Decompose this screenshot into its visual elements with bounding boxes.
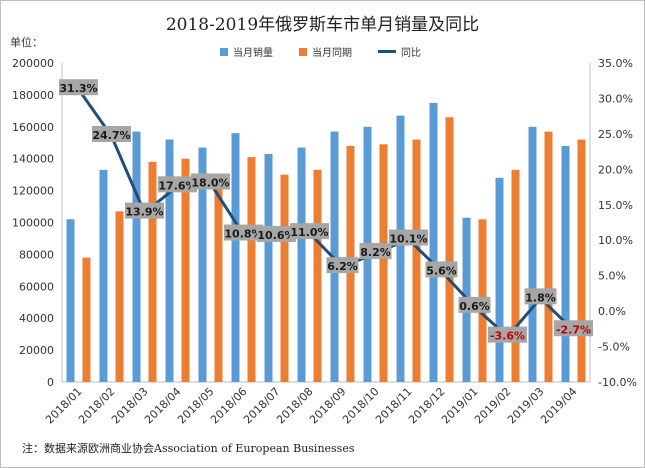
legend-item-yoy: 同比 <box>378 44 421 59</box>
chart-title: 2018-2019年俄罗斯车市单月销量及同比 <box>165 15 480 35</box>
right-axis-tick-label: 15.0% <box>598 199 633 212</box>
bar-monthly-sales <box>99 169 108 382</box>
data-label-box <box>191 173 230 190</box>
bar-monthly-sales <box>165 139 174 382</box>
left-axis-tick-label: 60000 <box>19 280 54 293</box>
left-axis-tick-label: 180000 <box>12 89 54 102</box>
data-label-yoy: 5.6% <box>426 264 457 277</box>
right-axis-tick-label: 10.0% <box>598 234 633 247</box>
left-axis-tick-label: 160000 <box>12 121 54 134</box>
legend-swatch-blue-bar <box>220 47 228 56</box>
right-axis-tick-label: 30.0% <box>598 92 633 105</box>
right-axis-tick-label: -10.0% <box>598 376 637 389</box>
data-label-yoy: 17.6% <box>158 179 196 192</box>
right-axis-tick-label: 5.0% <box>598 270 626 283</box>
data-label-box <box>359 242 392 259</box>
left-axis-tick-label: 140000 <box>12 153 54 166</box>
bar-same-period <box>280 174 289 382</box>
bar-monthly-sales <box>396 115 405 382</box>
legend-item-monthly-sales: 当月销量 <box>220 44 273 59</box>
data-label-box <box>158 176 197 193</box>
legend-label-monthly-sales: 当月销量 <box>233 48 273 59</box>
right-axis-tick-label: 20.0% <box>598 163 633 176</box>
data-label-box <box>257 225 296 242</box>
left-axis-tick-label: 40000 <box>19 312 54 325</box>
data-label-box <box>458 296 491 313</box>
bar-same-period <box>148 161 157 382</box>
data-label-box <box>389 229 428 246</box>
right-axis-tick-label: 0.0% <box>598 305 626 318</box>
right-axis-tick-label: 25.0% <box>598 128 633 141</box>
legend-swatch-orange-bar <box>299 47 307 56</box>
data-label-box <box>125 202 164 219</box>
left-axis-tick-label: 20000 <box>19 344 54 357</box>
bar-monthly-sales <box>132 131 141 382</box>
data-label-box <box>290 223 329 240</box>
data-label-box <box>59 79 98 96</box>
bar-monthly-sales <box>528 126 537 382</box>
bar-same-period <box>82 257 91 382</box>
bar-same-period <box>115 211 124 382</box>
x-axis-tick-label: 2019/04 <box>538 385 580 427</box>
legend-label-yoy: 同比 <box>401 48 421 59</box>
bar-same-period <box>214 182 223 382</box>
data-label-yoy: 1.8% <box>525 291 556 304</box>
bar-monthly-sales <box>66 219 75 382</box>
bar-monthly-sales <box>264 153 273 382</box>
bar-same-period <box>247 157 256 382</box>
bar-monthly-sales <box>231 133 240 382</box>
data-label-yoy: 10.1% <box>389 233 427 246</box>
left-axis-tick-label: 0 <box>47 376 54 389</box>
legend-swatch-line <box>378 50 396 53</box>
right-axis-tick-label: 35.0% <box>598 57 633 70</box>
left-axis-tick-label: 120000 <box>12 185 54 198</box>
data-label-yoy: 18.0% <box>191 177 229 190</box>
left-axis-tick-label: 200000 <box>12 57 54 70</box>
bar-monthly-sales <box>297 147 306 382</box>
bar-same-period <box>511 169 520 382</box>
yoy-line <box>77 88 575 339</box>
bar-same-period <box>445 117 454 382</box>
bar-monthly-sales <box>561 145 570 382</box>
data-label-yoy: -3.6% <box>490 330 525 343</box>
left-axis-unit-label: 单位： <box>10 36 43 49</box>
data-label-yoy: 0.6% <box>459 300 490 313</box>
legend-label-same-period: 当月同期 <box>312 48 352 59</box>
right-axis-tick-label: -5.0% <box>598 341 630 354</box>
chart-plot: 0 20000 40000 60000 80000 100000 120000 140000 1… <box>12 57 637 427</box>
data-label-box <box>92 126 131 143</box>
data-label-yoy: 11.0% <box>290 226 328 239</box>
bar-monthly-sales <box>429 102 438 382</box>
data-label-box <box>524 288 557 305</box>
data-label-yoy: 13.9% <box>125 206 163 219</box>
data-label-yoy: 10.8% <box>224 228 262 241</box>
bar-same-period <box>412 139 421 382</box>
bar-monthly-sales <box>198 147 207 382</box>
data-label-yoy: 24.7% <box>92 129 130 142</box>
data-label-box <box>488 326 527 343</box>
left-axis-tick-label: 80000 <box>19 248 54 261</box>
data-label-yoy: 31.3% <box>59 82 97 95</box>
bar-same-period <box>379 144 388 382</box>
data-label-box <box>425 261 458 278</box>
bar-same-period <box>313 169 322 382</box>
chart-legend: 当月销量 当月同期 同比 <box>220 44 421 59</box>
data-label-box <box>224 224 263 241</box>
data-label-yoy: 6.2% <box>327 260 358 273</box>
bar-same-period <box>181 158 190 382</box>
data-label-yoy: -2.7% <box>556 323 591 336</box>
source-note: 注：数据来源欧洲商业协会Association of European Busi… <box>22 442 355 455</box>
bar-monthly-sales <box>495 177 504 382</box>
legend-item-same-period: 当月同期 <box>299 44 352 59</box>
bar-same-period <box>544 131 553 382</box>
data-label-yoy: 8.2% <box>360 246 391 259</box>
data-label-yoy: 10.6% <box>257 229 295 242</box>
left-axis-tick-label: 100000 <box>12 217 54 230</box>
bar-same-period <box>577 139 586 382</box>
data-label-box <box>326 257 359 274</box>
data-label-box <box>554 320 593 337</box>
